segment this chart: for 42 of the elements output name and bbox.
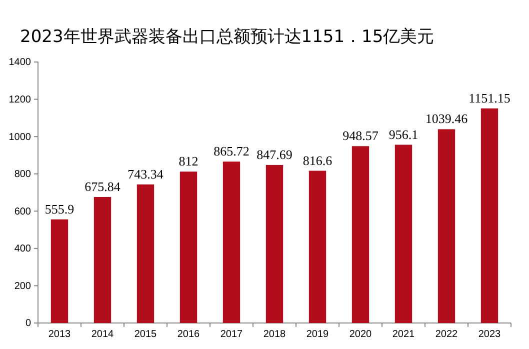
bar: [266, 164, 284, 323]
bar: [50, 219, 68, 323]
y-tick-label: 200: [14, 280, 32, 292]
bar: [94, 197, 112, 323]
x-tick-label: 2016: [177, 329, 200, 340]
y-tick-label: 0: [25, 318, 32, 330]
x-tick-label: 2015: [134, 329, 158, 340]
x-tick-label: 2018: [263, 329, 286, 340]
data-label: 812: [178, 154, 198, 169]
bar: [438, 129, 456, 323]
data-label: 555.9: [44, 201, 74, 216]
bar: [352, 146, 370, 323]
x-tick-label: 2013: [48, 329, 72, 340]
y-tick-label: 800: [14, 169, 32, 180]
data-label: 743.34: [128, 166, 164, 182]
data-label: 865.72: [214, 144, 250, 159]
y-tick-label: 400: [14, 244, 32, 255]
y-tick-label: 1000: [8, 132, 32, 143]
chart-title: 2023年世界武器装备出口总额预计达1151．15亿美元: [20, 27, 434, 47]
x-tick-label: 2022: [435, 329, 458, 340]
y-tick-label: 1200: [8, 94, 32, 106]
x-tick-label: 2020: [349, 329, 372, 340]
data-label: 816.6: [302, 152, 333, 168]
x-tick-label: 2023: [478, 329, 502, 340]
data-label: 847.69: [256, 146, 292, 162]
bar: [308, 170, 326, 323]
bar: [394, 144, 412, 323]
data-label: 1039.46: [425, 111, 468, 126]
data-label: 956.1: [388, 126, 418, 142]
x-tick-label: 2017: [220, 329, 244, 340]
bar: [180, 172, 198, 323]
bar: [222, 162, 240, 323]
data-label: 675.84: [84, 179, 121, 194]
data-label: 948.57: [342, 128, 379, 144]
y-tick-label: 600: [14, 206, 32, 218]
y-tick-label: 1400: [8, 57, 32, 68]
x-tick-label: 2021: [392, 329, 416, 340]
x-tick-label: 2019: [306, 329, 330, 340]
bar: [480, 108, 498, 323]
bar: [136, 184, 154, 323]
data-label: 1151.15: [468, 90, 510, 106]
x-tick-label: 2014: [91, 329, 114, 340]
